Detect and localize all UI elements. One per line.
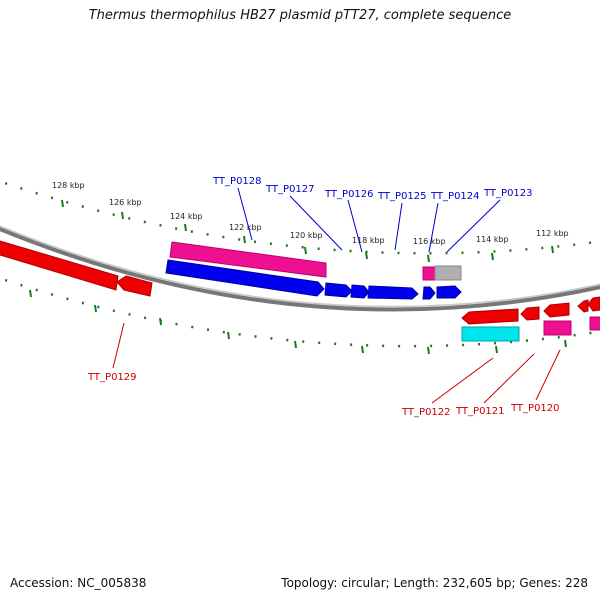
gene-block[interactable] bbox=[434, 265, 462, 281]
gene-arrow[interactable] bbox=[116, 275, 153, 297]
gene-label[interactable]: TT_P0122 bbox=[401, 407, 451, 418]
gene-label[interactable]: TT_P0129 bbox=[87, 372, 137, 383]
scale-label: 112 kbp bbox=[536, 229, 569, 238]
gene-arrow[interactable] bbox=[350, 284, 370, 299]
gene-arrow[interactable] bbox=[543, 302, 570, 318]
scale-label: 118 kbp bbox=[352, 236, 385, 245]
top-gene-labels: TT_P0128 TT_P0127 TT_P0126 TT_P0125 TT_P… bbox=[212, 176, 533, 202]
bottom-gene-labels: TT_P0129 TT_P0122 TT_P0121 TT_P0120 bbox=[87, 372, 560, 418]
gene-arrow[interactable] bbox=[577, 299, 589, 313]
top-leader-lines bbox=[237, 187, 501, 253]
gene-label[interactable]: TT_P0121 bbox=[455, 406, 505, 417]
gene-arrow[interactable] bbox=[436, 285, 462, 299]
gene-arrow[interactable] bbox=[422, 286, 436, 300]
gene-arrow[interactable] bbox=[461, 308, 519, 325]
gene-arrow[interactable] bbox=[367, 285, 419, 300]
gene-arrow[interactable] bbox=[169, 241, 327, 278]
gene-label[interactable]: TT_P0125 bbox=[377, 191, 427, 202]
scale-label: 128 kbp bbox=[52, 181, 85, 190]
gene-arrow[interactable] bbox=[165, 259, 325, 297]
scale-label: 120 kbp bbox=[290, 231, 323, 240]
gene-block[interactable] bbox=[422, 266, 436, 281]
scale-label: 114 kbp bbox=[476, 235, 509, 244]
scale-label: 116 kbp bbox=[413, 237, 446, 246]
gene-block[interactable] bbox=[461, 326, 520, 342]
gene-arrow[interactable] bbox=[520, 306, 540, 321]
gene-label[interactable]: TT_P0123 bbox=[483, 188, 533, 199]
gene-label[interactable]: TT_P0127 bbox=[265, 184, 315, 195]
scale-label: 126 kbp bbox=[109, 198, 142, 207]
gene-label[interactable]: TT_P0120 bbox=[510, 403, 560, 414]
gene-label[interactable]: TT_P0128 bbox=[212, 176, 262, 187]
plasmid-backbone bbox=[0, 226, 600, 312]
gene-arrow[interactable] bbox=[0, 238, 119, 291]
gene-block[interactable] bbox=[589, 316, 600, 331]
accession-text: Accession: NC_005838 bbox=[10, 576, 147, 590]
plasmid-backbone-highlight bbox=[0, 225, 600, 308]
gene-label[interactable]: TT_P0126 bbox=[324, 189, 374, 200]
topology-summary: Topology: circular; Length: 232,605 bp; … bbox=[281, 576, 588, 590]
inner-major-ticks bbox=[29, 289, 567, 355]
scale-label: 124 kbp bbox=[170, 212, 203, 221]
scale-label: 122 kbp bbox=[229, 223, 262, 232]
gene-block[interactable] bbox=[543, 320, 572, 336]
outer-major-ticks bbox=[61, 199, 554, 263]
bottom-leader-lines bbox=[112, 322, 561, 404]
gene-label[interactable]: TT_P0124 bbox=[430, 191, 480, 202]
scale-labels: 128 kbp 126 kbp 124 kbp 122 kbp 120 kbp … bbox=[52, 181, 569, 246]
gene-arrow[interactable] bbox=[587, 296, 600, 312]
page-title: Thermus thermophilus HB27 plasmid pTT27,… bbox=[88, 8, 512, 23]
gene-arrow[interactable] bbox=[324, 282, 353, 298]
